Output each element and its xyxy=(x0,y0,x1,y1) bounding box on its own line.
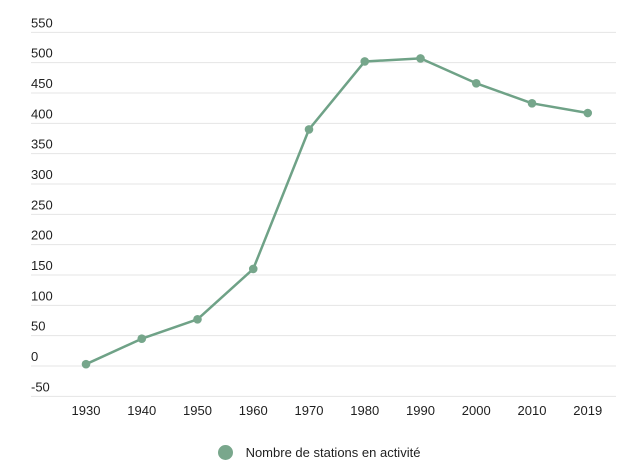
data-point[interactable] xyxy=(360,57,370,66)
data-point[interactable] xyxy=(304,125,314,134)
data-point[interactable] xyxy=(193,314,202,324)
y-tick-label: 400 xyxy=(31,106,53,121)
x-tick-label: 1970 xyxy=(295,403,324,418)
data-point[interactable] xyxy=(81,359,91,369)
y-tick-label: 350 xyxy=(31,137,53,152)
x-tick-label: 1990 xyxy=(406,403,435,418)
x-tick-label: 1960 xyxy=(239,403,268,418)
plot-area: 550500450400350300250200150100500-501930… xyxy=(31,15,616,418)
x-tick-label: 1950 xyxy=(183,403,212,418)
y-tick-label: 550 xyxy=(31,15,53,30)
data-point[interactable] xyxy=(137,334,147,343)
y-tick-label: 300 xyxy=(31,167,53,182)
y-tick-label: 200 xyxy=(31,228,53,243)
data-point[interactable] xyxy=(583,108,593,118)
x-tick-label: 2010 xyxy=(518,403,547,418)
x-tick-label: 1980 xyxy=(350,403,379,418)
series-line xyxy=(84,57,589,366)
x-tick-label: 1940 xyxy=(127,403,156,418)
y-tick-label: 150 xyxy=(31,258,53,273)
x-tick-label: 1930 xyxy=(72,403,101,418)
y-tick-label: 50 xyxy=(31,319,45,334)
y-tick-label: 0 xyxy=(31,349,38,364)
data-point[interactable] xyxy=(471,78,481,88)
y-tick-label: 250 xyxy=(31,197,53,212)
data-point[interactable] xyxy=(527,99,537,108)
data-point[interactable] xyxy=(248,264,258,274)
x-tick-label: 2000 xyxy=(462,403,491,418)
y-tick-label: -50 xyxy=(31,379,50,394)
legend-label: Nombre de stations en activité xyxy=(245,444,421,460)
legend-marker-circle-icon xyxy=(217,444,233,460)
x-tick-label: 2019 xyxy=(573,403,602,418)
legend[interactable]: Nombre de stations en activité xyxy=(0,441,638,463)
y-tick-label: 450 xyxy=(31,76,53,91)
y-tick-label: 100 xyxy=(31,288,53,303)
y-tick-label: 500 xyxy=(31,46,53,61)
data-point[interactable] xyxy=(416,54,425,63)
